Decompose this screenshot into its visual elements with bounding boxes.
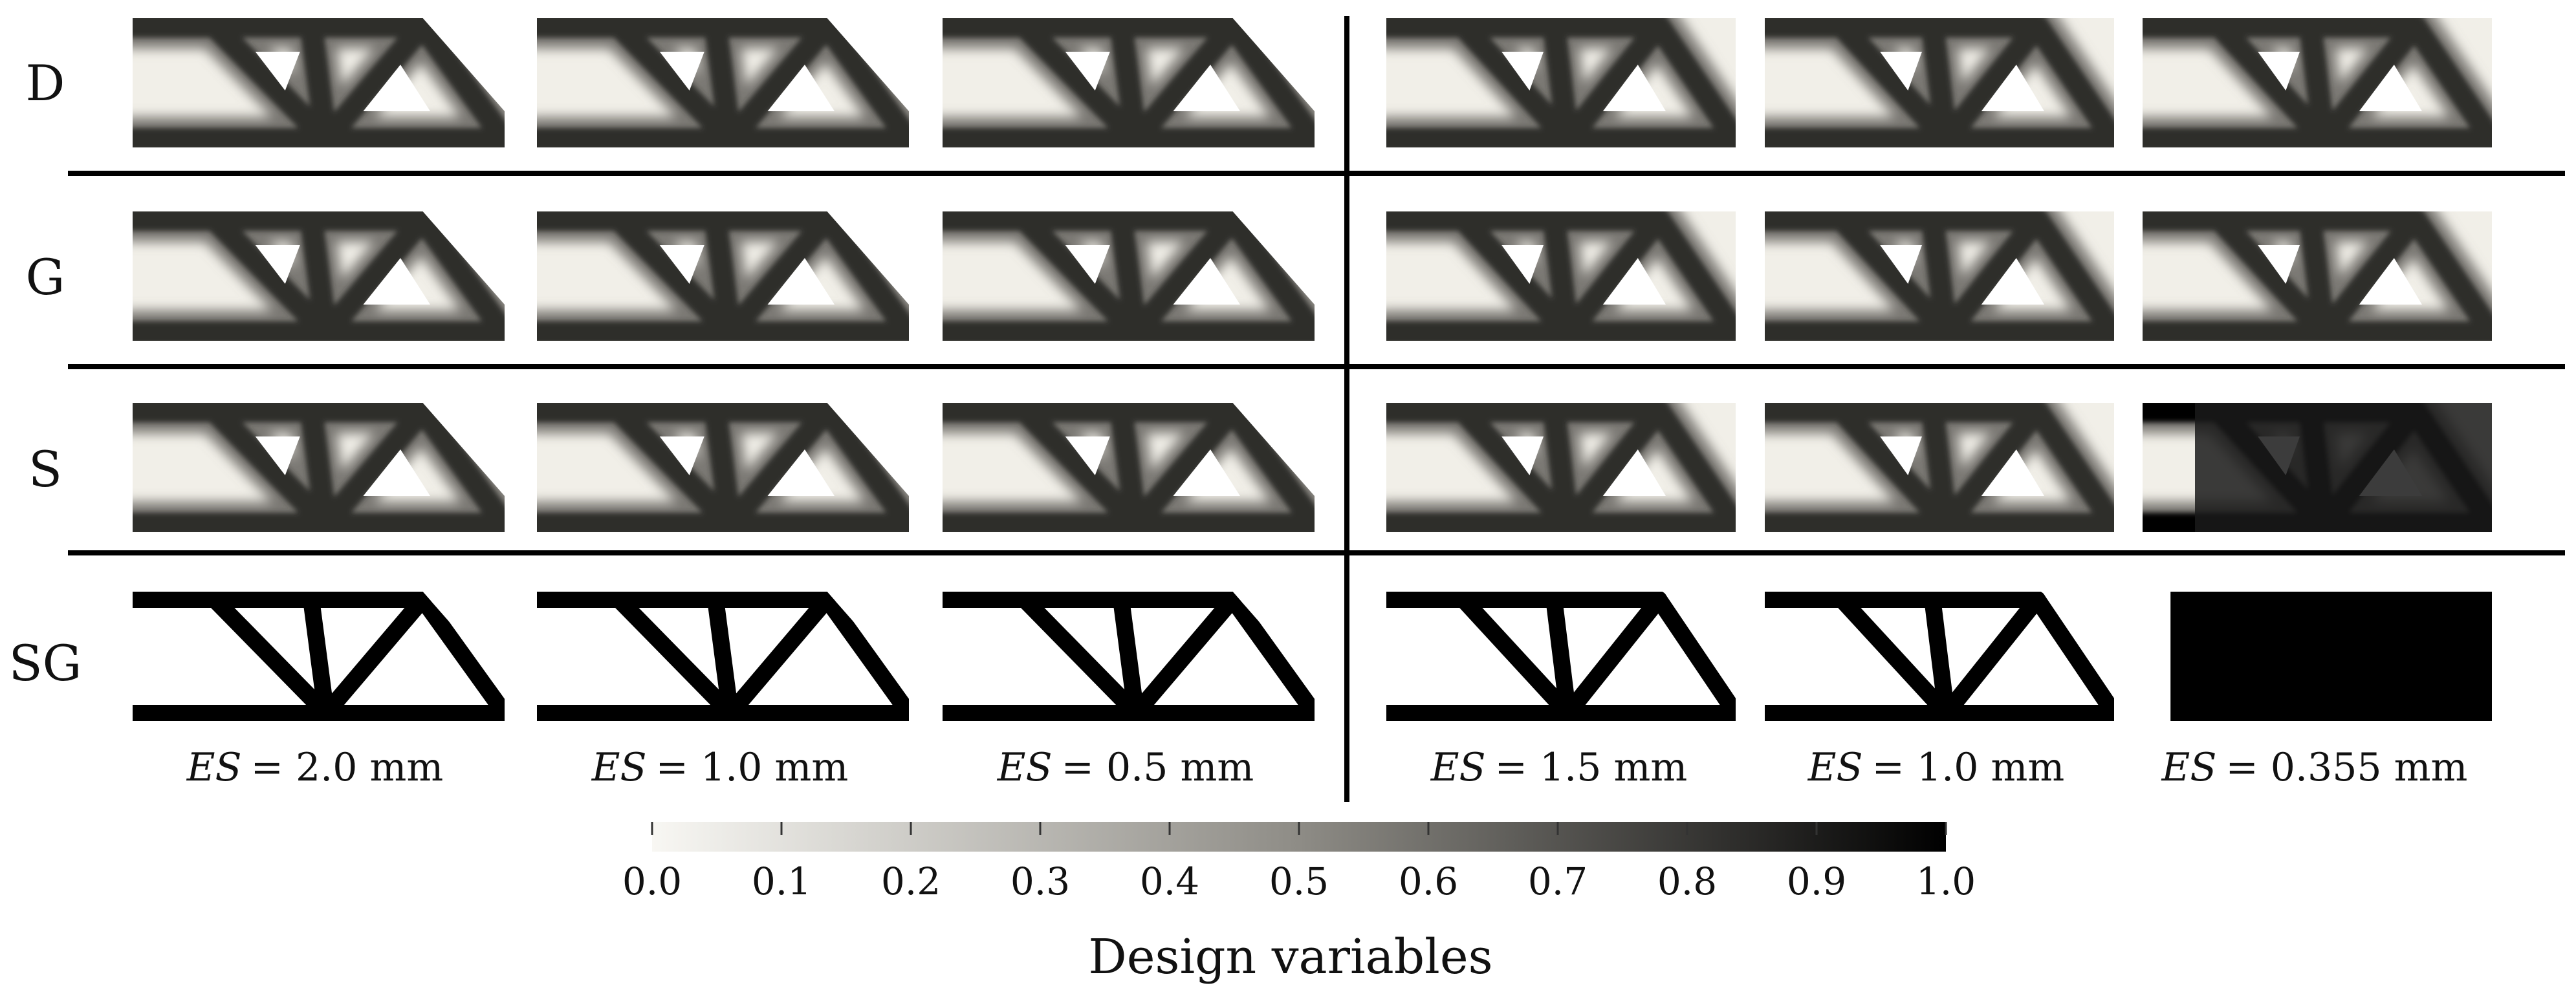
panel-sg-col4 [1386, 592, 1736, 721]
panel-s-col4 [1386, 403, 1736, 532]
panel-g-col1 [133, 211, 505, 341]
panel-g-col5 [1765, 211, 2114, 341]
row-label-g: G [26, 248, 65, 306]
panel-sg-col5 [1765, 592, 2114, 721]
panel-d-col5 [1765, 18, 2114, 147]
panel-d-col1 [133, 18, 505, 147]
column-captions: ES = 2.0 mm ES = 1.0 mm ES = 0.5 mm ES = 1.5… [186, 745, 2468, 790]
caption-es-2-0: ES = 2.0 mm [186, 745, 444, 790]
colorbar-tick-label: 0.5 [1269, 859, 1329, 903]
row-label-d: D [26, 54, 65, 112]
panel-g-col2 [537, 211, 909, 341]
panel-g-col3 [943, 211, 1315, 341]
colorbar: 0.0 0.1 0.2 0.3 0.4 0.5 0.6 0.7 0.8 0.9 1.0 Design… [622, 822, 1976, 985]
row-labels: D G S SG [9, 54, 82, 692]
caption-es-1-5: ES = 1.5 mm [1430, 745, 1688, 790]
colorbar-label: Design variables [1088, 929, 1492, 985]
caption-es-0-5: ES = 0.5 mm [997, 745, 1254, 790]
panel-grid-rules [68, 16, 2565, 802]
panel-g-col4 [1386, 211, 1736, 341]
colorbar-tick-label: 0.2 [881, 859, 941, 903]
colorbar-tick-label: 0.6 [1399, 859, 1458, 903]
panel-sg-col6 [2143, 592, 2492, 721]
colorbar-tick-label: 0.7 [1528, 859, 1588, 903]
panel-d-col4 [1386, 18, 1736, 147]
caption-es-1-0-unstructured: ES = 1.0 mm [1807, 745, 2065, 790]
colorbar-ticks: 0.0 0.1 0.2 0.3 0.4 0.5 0.6 0.7 0.8 0.9 1.0 [622, 822, 1976, 903]
row-label-sg: SG [9, 634, 82, 692]
colorbar-tick-label: 0.1 [752, 859, 811, 903]
colorbar-tick-label: 0.8 [1657, 859, 1717, 903]
caption-es-1-0-structured: ES = 1.0 mm [591, 745, 849, 790]
panel-d-col3 [943, 18, 1315, 147]
panel-d-col2 [537, 18, 909, 147]
colorbar-tick-label: 1.0 [1916, 859, 1976, 903]
caption-es-0-355: ES = 0.355 mm [2161, 745, 2468, 790]
panel-sg-col3 [943, 592, 1315, 721]
panel-s-col1 [133, 403, 505, 532]
panel-g-col6 [2143, 211, 2492, 341]
panel-s-col5 [1765, 403, 2114, 532]
colorbar-tick-label: 0.9 [1787, 859, 1846, 903]
panel-d-col6 [2143, 18, 2492, 147]
panel-s-col3 [943, 403, 1315, 532]
colorbar-tick-label: 0.3 [1010, 859, 1070, 903]
row-label-s: S [28, 440, 62, 498]
panel-s-col2 [537, 403, 909, 532]
result-panels [133, 18, 2492, 721]
colorbar-tick-label: 0.0 [622, 859, 682, 903]
colorbar-tick-label: 0.4 [1140, 859, 1199, 903]
panel-s-col6 [2143, 403, 2492, 532]
panel-sg-col2 [537, 592, 909, 721]
panel-sg-col1 [133, 592, 505, 721]
